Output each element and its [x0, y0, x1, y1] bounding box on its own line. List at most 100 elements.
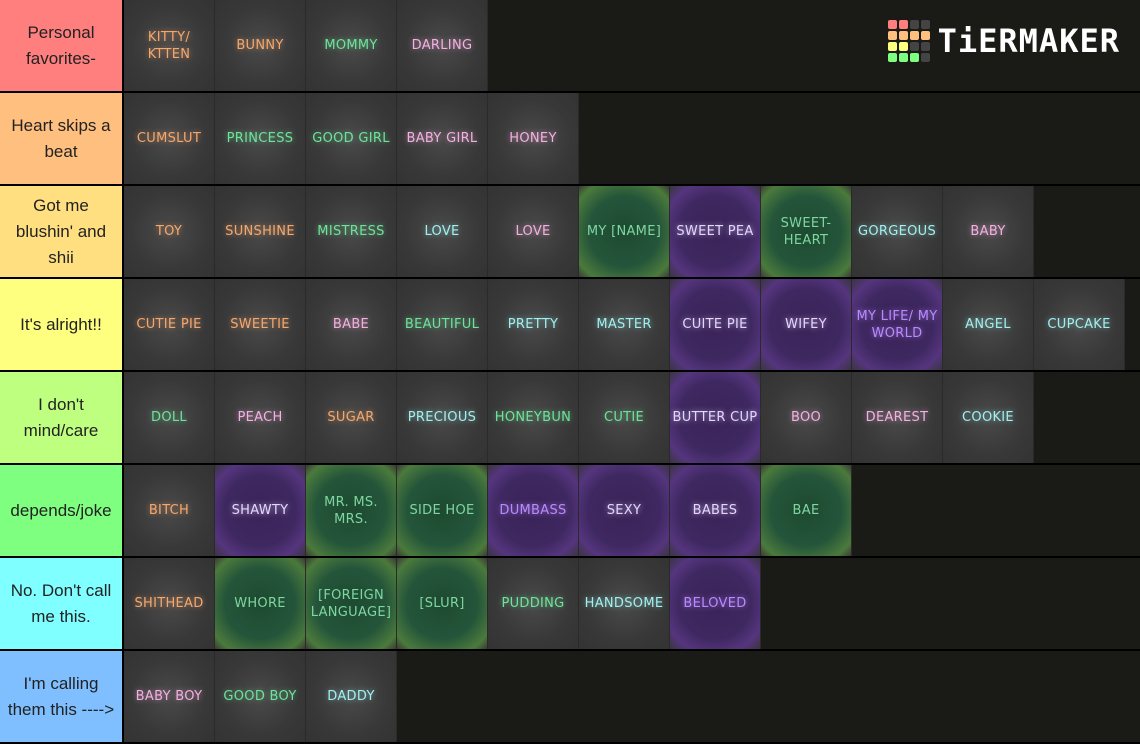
tier-item[interactable]: BEAUTIFUL: [397, 279, 488, 370]
tier-item[interactable]: MISTRESS: [306, 186, 397, 277]
logo-grid-cell: [887, 20, 897, 29]
tier-item[interactable]: CUITE PIE: [670, 279, 761, 370]
tier-item[interactable]: MR. MS. MRS.: [306, 465, 397, 556]
tier-items: CUMSLUT PRINCESS GOOD GIRL BABY GIRL HONEY: [124, 93, 579, 184]
logo-grid-cell: [920, 53, 930, 62]
tier-label[interactable]: Heart skips a beat: [0, 93, 124, 184]
tier-item[interactable]: [SLUR]: [397, 558, 488, 649]
tier-row: I'm calling them this ----> BABY BOY GOOD …: [0, 651, 1140, 744]
tier-item[interactable]: HONEYBUN: [488, 372, 579, 463]
tier-item[interactable]: DADDY: [306, 651, 397, 742]
logo-grid-cell: [898, 20, 908, 29]
tier-item[interactable]: TOY: [124, 186, 215, 277]
logo-grid-cell: [920, 42, 930, 51]
tier-item[interactable]: BABES: [670, 465, 761, 556]
tier-item[interactable]: MASTER: [579, 279, 670, 370]
tier-items: BITCH SHAWTY MR. MS. MRS. SIDE HOE DUMBASS SE…: [124, 465, 852, 556]
tier-item[interactable]: BAE: [761, 465, 852, 556]
tier-item[interactable]: BABY GIRL: [397, 93, 488, 184]
logo-grid-cell: [898, 42, 908, 51]
tier-row: depends/joke BITCH SHAWTY MR. MS. MRS. SIDE …: [0, 465, 1140, 558]
tier-item[interactable]: BABE: [306, 279, 397, 370]
tier-label[interactable]: It's alright!!: [0, 279, 124, 370]
tier-item[interactable]: SUNSHINE: [215, 186, 306, 277]
logo-grid-cell: [909, 42, 919, 51]
tier-row: Heart skips a beat CUMSLUT PRINCESS GOOD GI…: [0, 93, 1140, 186]
tier-item[interactable]: BITCH: [124, 465, 215, 556]
tier-item[interactable]: KITTY/ KTTEN: [124, 0, 215, 91]
tier-item[interactable]: DOLL: [124, 372, 215, 463]
tier-item[interactable]: BUNNY: [215, 0, 306, 91]
tier-label[interactable]: Personal favorites-: [0, 0, 124, 91]
tier-item[interactable]: COOKIE: [943, 372, 1034, 463]
tier-item[interactable]: HONEY: [488, 93, 579, 184]
tier-label[interactable]: I don't mind/care: [0, 372, 124, 463]
tier-item[interactable]: WIFEY: [761, 279, 852, 370]
logo-grid-cell: [887, 53, 897, 62]
tier-item[interactable]: MOMMY: [306, 0, 397, 91]
tier-item[interactable]: PRETTY: [488, 279, 579, 370]
tier-items: TOY SUNSHINE MISTRESS LOVE LOVE MY [NAME] SWEE…: [124, 186, 1034, 277]
tier-item[interactable]: PEACH: [215, 372, 306, 463]
tier-items: DOLL PEACH SUGAR PRECIOUS HONEYBUN CUTIE BUTTE…: [124, 372, 1034, 463]
tier-item[interactable]: BELOVED: [670, 558, 761, 649]
tier-item[interactable]: PRINCESS: [215, 93, 306, 184]
tier-items: SHITHEAD WHORE [FOREIGN LANGUAGE] [SLUR] PUD…: [124, 558, 761, 649]
tier-item[interactable]: SWEETIE: [215, 279, 306, 370]
tier-item[interactable]: BUTTER CUP: [670, 372, 761, 463]
tiermaker-logo[interactable]: TiERMAKER: [887, 20, 1120, 62]
tier-item[interactable]: CUTIE PIE: [124, 279, 215, 370]
logo-grid-cell: [887, 31, 897, 40]
tier-item[interactable]: CUMSLUT: [124, 93, 215, 184]
tier-item[interactable]: [FOREIGN LANGUAGE]: [306, 558, 397, 649]
tier-item[interactable]: HANDSOME: [579, 558, 670, 649]
tier-item[interactable]: LOVE: [397, 186, 488, 277]
tier-item[interactable]: SEXY: [579, 465, 670, 556]
logo-grid-cell: [909, 20, 919, 29]
tier-item[interactable]: GOOD BOY: [215, 651, 306, 742]
logo-grid-cell: [909, 53, 919, 62]
tier-item[interactable]: SWEET PEA: [670, 186, 761, 277]
tier-item[interactable]: MY [NAME]: [579, 186, 670, 277]
tier-item[interactable]: LOVE: [488, 186, 579, 277]
tier-item[interactable]: ANGEL: [943, 279, 1034, 370]
logo-grid-cell: [920, 20, 930, 29]
tier-item[interactable]: PRECIOUS: [397, 372, 488, 463]
tier-label[interactable]: No. Don't call me this.: [0, 558, 124, 649]
tier-label[interactable]: I'm calling them this ---->: [0, 651, 124, 742]
tier-item[interactable]: BABY BOY: [124, 651, 215, 742]
tier-item[interactable]: WHORE: [215, 558, 306, 649]
tier-items: KITTY/ KTTEN BUNNY MOMMY DARLING: [124, 0, 488, 91]
tier-row: I don't mind/care DOLL PEACH SUGAR PRECIOUS H…: [0, 372, 1140, 465]
tier-item[interactable]: BABY: [943, 186, 1034, 277]
tier-item[interactable]: SHITHEAD: [124, 558, 215, 649]
logo-text: TiERMAKER: [937, 22, 1120, 60]
tier-item[interactable]: DARLING: [397, 0, 488, 91]
tier-item[interactable]: GOOD GIRL: [306, 93, 397, 184]
tier-item[interactable]: GORGEOUS: [852, 186, 943, 277]
logo-grid-cell: [909, 31, 919, 40]
tier-items: CUTIE PIE SWEETIE BABE BEAUTIFUL PRETTY MASTE…: [124, 279, 1125, 370]
logo-grid-cell: [920, 31, 930, 40]
tier-item[interactable]: CUTIE: [579, 372, 670, 463]
tier-item[interactable]: BOO: [761, 372, 852, 463]
tier-item[interactable]: MY LIFE/ MY WORLD: [852, 279, 943, 370]
tier-row: Got me blushin' and shii TOY SUNSHINE MISTR…: [0, 186, 1140, 279]
tier-item[interactable]: SUGAR: [306, 372, 397, 463]
tier-item[interactable]: DEAREST: [852, 372, 943, 463]
tier-item[interactable]: CUPCAKE: [1034, 279, 1125, 370]
tier-label[interactable]: Got me blushin' and shii: [0, 186, 124, 277]
tier-item[interactable]: PUDDING: [488, 558, 579, 649]
tier-row: No. Don't call me this. SHITHEAD WHORE [FOR…: [0, 558, 1140, 651]
tier-item[interactable]: SWEET-HEART: [761, 186, 852, 277]
logo-grid-icon: [887, 20, 930, 62]
tier-item[interactable]: SHAWTY: [215, 465, 306, 556]
logo-grid-cell: [898, 53, 908, 62]
tier-item[interactable]: SIDE HOE: [397, 465, 488, 556]
tier-item[interactable]: DUMBASS: [488, 465, 579, 556]
logo-grid-cell: [887, 42, 897, 51]
tier-row: It's alright!! CUTIE PIE SWEETIE BABE BEAUTI…: [0, 279, 1140, 372]
tier-items: BABY BOY GOOD BOY DADDY: [124, 651, 397, 742]
tier-label[interactable]: depends/joke: [0, 465, 124, 556]
